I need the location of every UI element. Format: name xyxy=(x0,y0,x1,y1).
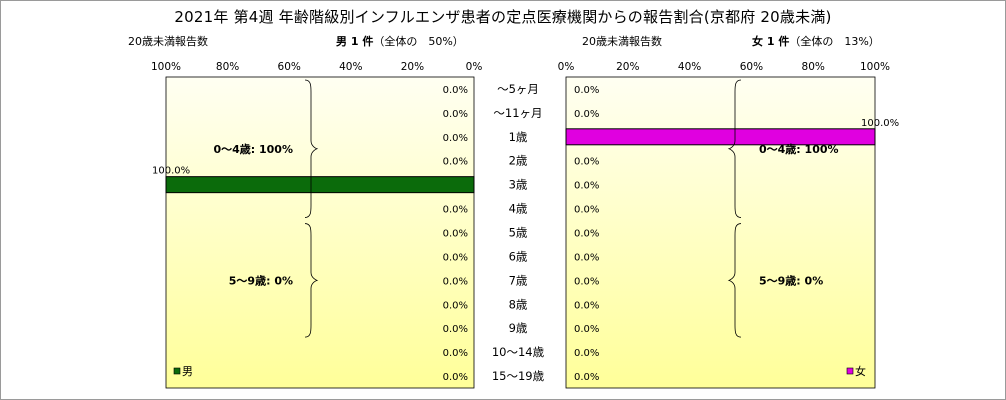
left-x-tick-label: 100% xyxy=(151,61,181,73)
right-x-tick-label: 40% xyxy=(678,61,701,73)
right-value-label: 0.0% xyxy=(574,300,599,311)
right-x-tick-label: 0% xyxy=(558,61,575,73)
left-value-label: 0.0% xyxy=(443,252,468,263)
left-x-tick-label: 0% xyxy=(466,61,483,73)
category-label: 15～19歳 xyxy=(492,369,545,383)
category-label: 5歳 xyxy=(509,226,528,240)
right-group-label: 5～9歳: 0% xyxy=(759,273,823,287)
right-value-label: 0.0% xyxy=(574,252,599,263)
right-bar xyxy=(565,128,876,146)
right-value-label: 0.0% xyxy=(574,276,599,287)
right-x-tick-label: 80% xyxy=(802,61,825,73)
category-label: 9歳 xyxy=(509,321,528,335)
left-value-label: 0.0% xyxy=(443,133,468,144)
left-value-label: 0.0% xyxy=(443,109,468,120)
chart-title: 2021年 第4週 年齢階級別インフルエンザ患者の定点医療機関からの報告割合(京… xyxy=(174,8,832,26)
category-label: 6歳 xyxy=(509,249,528,263)
category-label: 2歳 xyxy=(509,154,528,168)
right-value-label: 0.0% xyxy=(574,85,599,96)
right-group-label: 0～4歳: 100% xyxy=(759,142,839,156)
right-value-label: 0.0% xyxy=(574,324,599,335)
left-value-label: 0.0% xyxy=(443,85,468,96)
left-plot-area xyxy=(165,76,475,389)
right-group-brace xyxy=(727,223,742,338)
right-header-main: 女 1 件 xyxy=(752,35,790,48)
left-legend-label: 男 xyxy=(182,365,193,378)
left-x-tick-label: 80% xyxy=(216,61,239,73)
left-bar xyxy=(165,176,475,194)
left-x-tick-label: 40% xyxy=(339,61,362,73)
left-group-brace xyxy=(304,223,319,338)
left-value-label: 0.0% xyxy=(443,205,468,216)
category-label: 7歳 xyxy=(509,273,528,287)
left-value-label: 0.0% xyxy=(443,324,468,335)
right-group-brace xyxy=(727,79,742,218)
right-value-label: 0.0% xyxy=(574,372,599,383)
left-value-label: 0.0% xyxy=(443,348,468,359)
category-label: 3歳 xyxy=(509,178,528,192)
right-value-label: 0.0% xyxy=(574,157,599,168)
left-x-tick-label: 20% xyxy=(401,61,424,73)
category-label: 10～14歳 xyxy=(492,345,545,359)
right-legend-label: 女 xyxy=(855,364,866,378)
right-value-label: 0.0% xyxy=(574,229,599,240)
category-label: 1歳 xyxy=(509,130,528,144)
left-plot-panel: 100% 80% 60% 40% 20% 0% 0.0% 0.0% 0.0% 0.0% 100.0%… xyxy=(151,61,483,389)
left-group-label: 0～4歳: 100% xyxy=(213,142,293,156)
category-labels: ～5ヶ月 ～11ヶ月 1歳 2歳 3歳 4歳 5歳 6歳 7歳 8歳 9歳 10～14歳 15～19歳 xyxy=(492,82,545,383)
right-plot-area xyxy=(565,76,876,389)
left-value-label: 0.0% xyxy=(443,157,468,168)
right-value-label: 0.0% xyxy=(574,109,599,120)
right-x-tick-label: 100% xyxy=(860,61,890,73)
left-legend-swatch xyxy=(173,367,181,375)
left-group-label: 5～9歳: 0% xyxy=(229,273,293,287)
left-group-brace xyxy=(304,79,319,218)
right-header-share: （全体の 13%） xyxy=(789,35,880,48)
right-value-label: 0.0% xyxy=(574,205,599,216)
left-header-share: （全体の 50%） xyxy=(373,35,464,48)
left-x-tick-label: 60% xyxy=(278,61,301,73)
right-header-count-label: 20歳未満報告数 xyxy=(582,35,662,48)
right-plot-panel: 0% 20% 40% 60% 80% 100% 0.0% 0.0% 100.0% 0.0% 0.0%… xyxy=(558,61,899,389)
left-header-count-label: 20歳未満報告数 xyxy=(128,35,208,48)
category-label: 8歳 xyxy=(509,297,528,311)
left-value-label: 100.0% xyxy=(152,166,190,177)
left-value-label: 0.0% xyxy=(443,276,468,287)
left-value-label: 0.0% xyxy=(443,229,468,240)
left-value-label: 0.0% xyxy=(443,300,468,311)
right-x-tick-label: 20% xyxy=(616,61,639,73)
right-value-label: 0.0% xyxy=(574,348,599,359)
right-legend-swatch xyxy=(846,367,854,375)
right-value-label: 0.0% xyxy=(574,181,599,192)
left-header-total: 男 1 件（全体の 50%） xyxy=(336,33,464,49)
left-header-main: 男 1 件 xyxy=(336,35,374,48)
right-x-tick-label: 60% xyxy=(740,61,763,73)
right-header-total: 女 1 件（全体の 13%） xyxy=(752,33,880,49)
left-value-label: 0.0% xyxy=(443,372,468,383)
category-label: 4歳 xyxy=(509,202,528,216)
category-label: ～5ヶ月 xyxy=(497,82,539,96)
category-label: ～11ヶ月 xyxy=(493,106,542,120)
right-value-label: 100.0% xyxy=(861,118,899,129)
